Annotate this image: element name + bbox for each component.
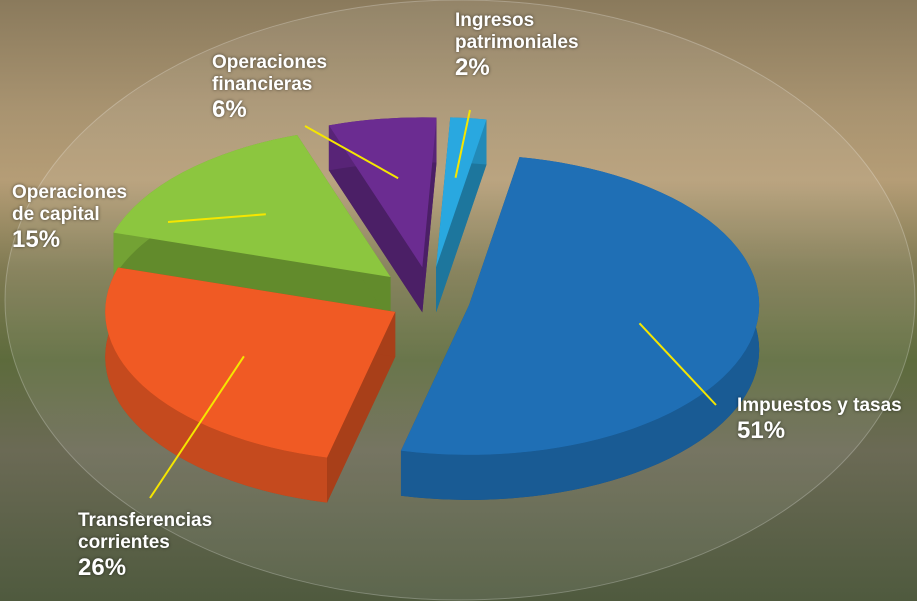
- value-label: 26%: [78, 554, 228, 582]
- category-label: Impuestos y tasas: [737, 395, 902, 417]
- chart: Impuestos y tasas51% Transferencias corri…: [0, 0, 917, 601]
- category-label: Operaciones financieras: [212, 52, 342, 96]
- value-label: 2%: [455, 54, 615, 82]
- category-label: Operaciones de capital: [12, 182, 142, 226]
- value-label: 6%: [212, 96, 342, 124]
- category-label: Ingresos patrimoniales: [455, 10, 615, 54]
- value-label: 51%: [737, 417, 902, 445]
- category-label: Transferencias corrientes: [78, 510, 228, 554]
- value-label: 15%: [12, 226, 142, 254]
